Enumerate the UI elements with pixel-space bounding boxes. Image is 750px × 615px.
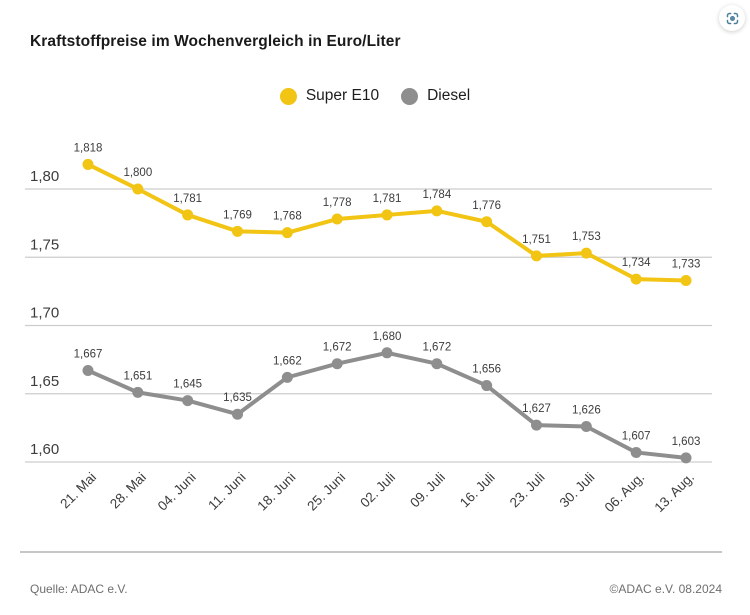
data-point[interactable]	[182, 395, 194, 407]
data-point-label: 1,751	[522, 234, 551, 246]
data-point-label: 1,768	[273, 211, 302, 223]
data-point[interactable]	[680, 452, 692, 464]
data-point-label: 1,776	[472, 200, 501, 212]
data-point[interactable]	[431, 205, 443, 217]
data-point[interactable]	[630, 273, 642, 285]
x-axis-tick-label: 02. Juli	[357, 470, 398, 511]
x-axis-tick-label: 30. Juli	[557, 470, 598, 511]
data-point[interactable]	[281, 371, 293, 383]
data-point-label: 1,627	[522, 403, 551, 415]
data-point-label: 1,800	[123, 167, 152, 179]
legend-label-super-e10: Super E10	[305, 87, 380, 104]
x-axis-tick-label: 23. Juli	[507, 470, 548, 511]
data-point-label: 1,645	[173, 379, 202, 391]
data-point-label: 1,784	[422, 189, 451, 201]
data-point[interactable]	[82, 158, 94, 170]
data-point-label: 1,818	[74, 142, 103, 154]
data-point-label: 1,607	[622, 430, 651, 442]
data-point-label: 1,656	[472, 364, 501, 376]
data-point[interactable]	[580, 421, 592, 433]
data-point-label: 1,753	[572, 231, 601, 243]
data-point[interactable]	[481, 380, 493, 392]
x-axis-tick-label: 06. Aug.	[602, 470, 648, 516]
source-note: Quelle: ADAC e.V.	[30, 582, 128, 596]
data-point-label: 1,733	[672, 258, 701, 270]
data-point[interactable]	[630, 446, 642, 458]
data-point[interactable]	[132, 386, 144, 398]
super-e10-marker-icon	[279, 87, 297, 105]
legend-item-super-e10: Super E10	[279, 87, 380, 105]
data-point[interactable]	[331, 213, 343, 225]
data-point[interactable]	[381, 347, 393, 359]
data-point[interactable]	[431, 358, 443, 370]
data-point[interactable]	[680, 274, 692, 286]
data-point[interactable]	[182, 209, 194, 221]
x-axis-tick-label: 25. Juni	[304, 470, 348, 514]
x-axis-tick-label: 04. Juni	[155, 470, 199, 514]
data-point-label: 1,769	[223, 209, 252, 221]
data-point[interactable]	[132, 183, 144, 195]
y-axis-tick-label: 1,75	[30, 236, 59, 253]
data-point-label: 1,651	[123, 370, 152, 382]
x-axis-tick-label: 21. Mai	[57, 470, 99, 512]
y-axis-tick-label: 1,70	[30, 305, 59, 322]
series-line-super-e10	[86, 162, 688, 283]
legend-item-diesel: Diesel	[401, 87, 470, 105]
y-axis-tick-label: 1,80	[30, 168, 59, 185]
data-point[interactable]	[281, 227, 293, 239]
x-axis-tick-label: 16. Juli	[457, 470, 498, 511]
data-point[interactable]	[331, 358, 343, 370]
data-point-label: 1,635	[223, 392, 252, 404]
data-point[interactable]	[231, 225, 243, 237]
data-point[interactable]	[381, 209, 393, 221]
data-point-label: 1,680	[373, 331, 402, 343]
data-point-label: 1,734	[622, 257, 651, 269]
x-axis-tick-label: 28. Mai	[107, 470, 149, 512]
data-point-label: 1,626	[572, 405, 601, 417]
data-point-label: 1,672	[323, 342, 352, 354]
data-point[interactable]	[530, 250, 542, 262]
data-point-label: 1,781	[373, 193, 402, 205]
legend-label-diesel: Diesel	[427, 87, 471, 104]
scan-viewfinder-icon	[726, 12, 738, 24]
data-point-label: 1,603	[672, 436, 701, 448]
data-point-label: 1,781	[173, 193, 202, 205]
y-axis-tick-label: 1,60	[30, 441, 59, 458]
data-point-label: 1,667	[74, 349, 103, 361]
x-axis-tick-label: 18. Juni	[254, 470, 298, 514]
chart-legend: Super E10 Diesel	[0, 87, 750, 105]
x-axis-tick-label: 09. Juli	[407, 470, 448, 511]
y-axis-tick-label: 1,65	[30, 373, 59, 390]
x-axis-tick-label: 13. Aug.	[651, 470, 697, 516]
data-point[interactable]	[580, 247, 592, 259]
data-point[interactable]	[82, 365, 94, 377]
data-point-label: 1,672	[422, 342, 451, 354]
footer-divider	[20, 551, 722, 553]
data-point[interactable]	[530, 419, 542, 431]
diesel-marker-icon	[401, 87, 419, 105]
data-point[interactable]	[481, 216, 493, 228]
data-point[interactable]	[231, 408, 243, 420]
zoom-widget-button[interactable]	[719, 5, 745, 31]
chart-title: Kraftstoffpreise im Wochenvergleich in E…	[30, 33, 401, 50]
data-point-label: 1,778	[323, 197, 352, 209]
data-point-label: 1,662	[273, 355, 302, 367]
copyright-note: ©ADAC e.V. 08.2024	[609, 582, 722, 596]
x-axis-tick-label: 11. Juni	[205, 470, 248, 513]
